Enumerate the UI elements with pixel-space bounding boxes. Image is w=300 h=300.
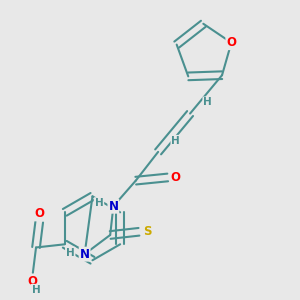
Text: N: N (80, 248, 90, 261)
Text: O: O (34, 207, 44, 220)
Text: O: O (226, 36, 236, 49)
Text: O: O (28, 274, 38, 287)
Text: H: H (94, 198, 103, 208)
Text: S: S (143, 225, 151, 238)
Text: H: H (203, 98, 212, 107)
Text: H: H (66, 248, 75, 258)
Text: H: H (32, 285, 40, 295)
Text: N: N (108, 200, 118, 213)
Text: H: H (171, 136, 180, 146)
Text: O: O (171, 171, 181, 184)
